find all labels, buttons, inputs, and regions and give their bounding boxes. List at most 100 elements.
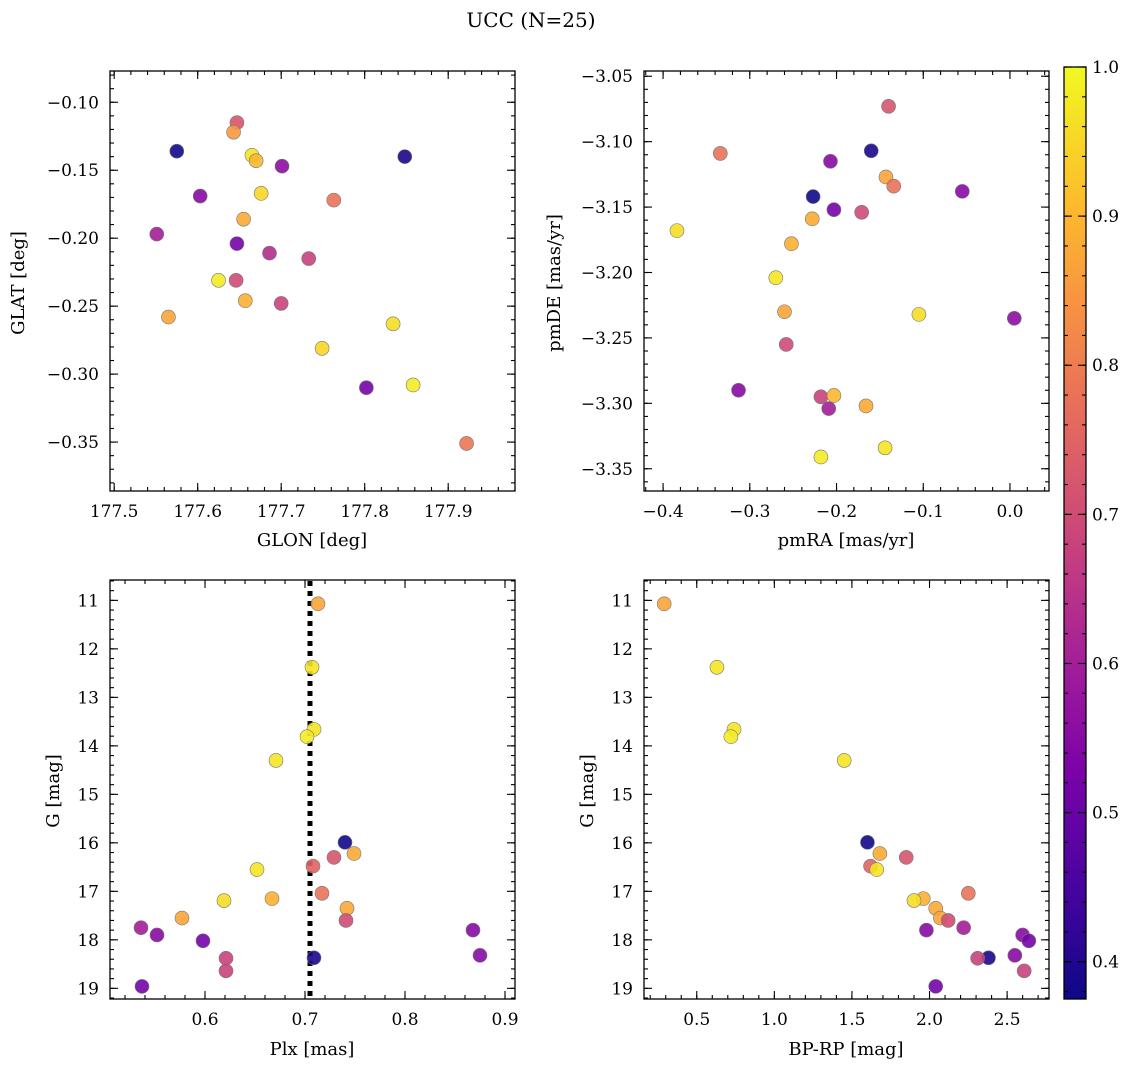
y-tick-label: −0.25 [47, 297, 99, 317]
scatter-point [940, 913, 956, 928]
scatter-point [310, 596, 326, 612]
axes-frame [109, 70, 516, 492]
scatter-point [226, 124, 241, 140]
scatter-point [273, 296, 289, 311]
scatter-point [274, 158, 290, 174]
scatter-point [161, 309, 176, 325]
x-tick-label: 177.9 [424, 502, 473, 522]
scatter-point [768, 270, 784, 286]
scatter-point [304, 659, 320, 675]
x-tick-label: −0.2 [816, 502, 857, 522]
scatter-point [886, 178, 902, 194]
x-tick-label: 2.5 [994, 1010, 1021, 1030]
y-tick-label: 11 [611, 591, 633, 611]
scatter-point [1021, 933, 1037, 949]
scatter-point [472, 948, 488, 963]
x-tick-label: 2.0 [916, 1010, 943, 1030]
scatter-point [669, 223, 685, 238]
scatter-point [813, 389, 829, 405]
y-tick-label: 18 [611, 931, 633, 951]
panel-plx-g: Plx [mas] G [mag] 0.6 0.7 0.8 0.9 11 12 13 14 15… [43, 579, 519, 1060]
y-tick-label: 16 [611, 834, 633, 854]
colorbar-gradient [1064, 67, 1086, 999]
scatter-point [228, 273, 244, 288]
scatter-point [821, 401, 837, 416]
scatter-point [301, 251, 317, 266]
scatter-point [305, 858, 321, 874]
scatter-point [237, 293, 253, 309]
colorbar-tick-label: 1.0 [1092, 58, 1119, 78]
scatter-point [314, 340, 330, 356]
y-tick-label: −3.30 [581, 394, 633, 414]
minor-ticks-glon-glat [110, 71, 516, 491]
scatter-point [713, 146, 728, 161]
scatter-point [731, 382, 746, 398]
colorbar: 0.4 0.5 0.6 0.7 0.8 0.9 1.0 [1063, 58, 1119, 1000]
scatter-point [229, 236, 245, 251]
x-tick-label: −0.4 [642, 502, 683, 522]
scatter-point [253, 186, 269, 201]
scatter-point [465, 922, 481, 938]
scatter-point [804, 211, 820, 227]
panel-pmra-pmde: pmRA [mas/yr] pmDE [mas/yr] −0.4 −0.3 −0.2… [544, 67, 1050, 551]
scatter-point [881, 99, 896, 114]
scatter-point [314, 885, 330, 901]
scatter-point [195, 933, 211, 949]
scatter-point [777, 304, 792, 320]
scatter-point [216, 893, 232, 908]
colorbar-tick-label: 0.9 [1092, 207, 1119, 227]
scatter-point [860, 835, 875, 850]
scatter-point [778, 337, 794, 352]
y-axis-label-g-left: G [mag] [43, 754, 64, 827]
y-tick-label: −0.15 [47, 161, 99, 181]
y-axis-label-g-right: G [mag] [577, 754, 598, 827]
y-tick-label: 19 [77, 979, 99, 999]
y-tick-label: −0.10 [47, 93, 99, 113]
scatter-point [326, 192, 342, 208]
x-tick-label: −0.3 [729, 502, 770, 522]
figure-title: UCC (N=25) [466, 8, 595, 32]
x-axis-label-glon: GLON [deg] [257, 530, 367, 551]
scatter-point [877, 440, 893, 456]
scatter-point [805, 189, 821, 204]
x-tick-label: 0.6 [191, 1010, 218, 1030]
scatter-point [248, 153, 264, 169]
scatter-point [709, 659, 725, 675]
scatter-point [1007, 310, 1022, 326]
colorbar-tick-label: 0.6 [1092, 654, 1119, 674]
scatter-point [813, 449, 829, 465]
scatter-point [954, 184, 970, 199]
scatter-point [956, 920, 971, 936]
axes-frame [109, 579, 516, 1000]
y-tick-label: −0.35 [47, 433, 99, 453]
scatter-point [264, 891, 280, 906]
scatter-point [919, 922, 934, 938]
y-axis-label-pmde: pmDE [mas/yr] [544, 214, 565, 352]
x-tick-label: 0.0 [996, 502, 1023, 522]
scatter-point [863, 143, 879, 159]
y-tick-label: 12 [611, 640, 633, 660]
scatter-point [218, 950, 234, 966]
x-tick-label: 177.5 [90, 502, 139, 522]
scatter-point [970, 950, 985, 966]
x-tick-label: 0.9 [491, 1010, 518, 1030]
colorbar-tick-label: 0.8 [1092, 356, 1119, 376]
scatter-point [1007, 948, 1023, 963]
scatter-point [299, 729, 315, 744]
y-tick-label: 19 [611, 979, 633, 999]
scatter-point [906, 893, 922, 908]
scatter-point [858, 398, 874, 414]
scatter-point [872, 846, 888, 861]
colorbar-tick-label: 0.5 [1092, 804, 1119, 824]
scatter-point [928, 979, 944, 994]
colorbar-frame [1063, 66, 1087, 1000]
x-tick-label: 177.8 [340, 502, 389, 522]
scatter-point [306, 950, 322, 966]
minor-ticks-plx-g [110, 580, 515, 999]
scatter-point [1016, 963, 1032, 979]
y-tick-label: −3.20 [581, 263, 633, 283]
scatter-point [338, 913, 354, 928]
y-tick-label: 13 [611, 688, 633, 708]
y-tick-label: −3.25 [581, 329, 633, 349]
y-tick-label: 17 [77, 882, 99, 902]
